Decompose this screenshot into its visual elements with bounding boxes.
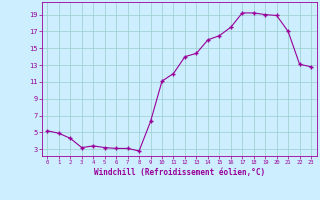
X-axis label: Windchill (Refroidissement éolien,°C): Windchill (Refroidissement éolien,°C) bbox=[94, 168, 265, 177]
